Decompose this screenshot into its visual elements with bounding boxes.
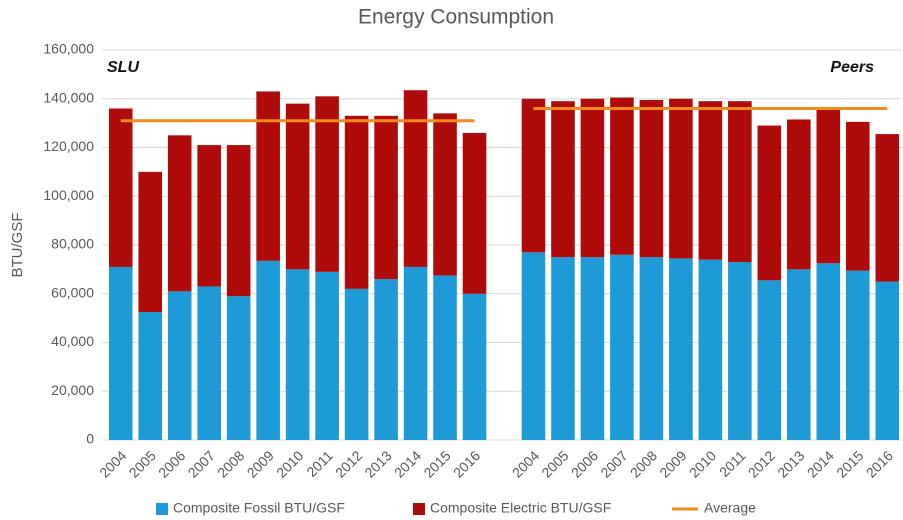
bar-segment [167, 135, 192, 292]
x-tick-label: 2009 [244, 447, 277, 480]
x-tick-label: 2012 [332, 447, 365, 480]
bar-segment [698, 101, 723, 260]
bar-segment [138, 312, 163, 440]
bar-segment [845, 121, 870, 271]
bar-segment [669, 98, 693, 259]
bar-segment [816, 109, 841, 264]
bar-segment [757, 280, 782, 440]
x-tick-label: 2007 [597, 447, 630, 480]
bar-segment [226, 145, 251, 297]
bar-segment [728, 262, 752, 440]
x-tick-label: 2015 [420, 447, 453, 480]
bar-segment [167, 291, 192, 440]
x-tick-label: 2014 [804, 447, 837, 480]
bar-segment [875, 281, 900, 440]
bar-segment [285, 269, 310, 440]
bar-segment [462, 132, 487, 294]
x-tick-label: 2006 [568, 447, 601, 480]
bar-segment [521, 252, 546, 440]
bar-segment [256, 91, 280, 261]
bar-segment [639, 257, 664, 440]
legend-swatch [156, 503, 168, 515]
bar-segment [580, 98, 605, 258]
x-tick-label: 2012 [745, 447, 778, 480]
x-tick-label: 2007 [185, 447, 218, 480]
x-tick-label: 2010 [273, 447, 306, 480]
legend-swatch [413, 503, 425, 515]
group-label: SLU [107, 59, 139, 76]
bar-segment [669, 258, 693, 440]
x-tick-label: 2011 [716, 447, 749, 480]
x-tick-label: 2016 [450, 447, 483, 480]
legend-label: Composite Electric BTU/GSF [430, 500, 611, 516]
bar-segment [374, 115, 398, 280]
bar-segment [226, 296, 251, 440]
y-tick-label: 80,000 [51, 236, 94, 252]
y-tick-label: 40,000 [51, 333, 94, 349]
bar-segment [433, 113, 457, 276]
bar-segment [197, 145, 221, 287]
bar-segment [610, 254, 634, 440]
y-axis-label: BTU/GSF [9, 212, 26, 277]
legend-label: Average [704, 500, 756, 516]
bar-segment [138, 171, 163, 313]
bar-segment [551, 257, 575, 440]
bar-segment [433, 275, 457, 440]
x-tick-label: 2005 [538, 447, 571, 480]
bar-segment [315, 96, 339, 272]
x-tick-label: 2005 [126, 447, 159, 480]
group-label: Peers [830, 59, 874, 76]
bar-segment [787, 269, 811, 440]
bar-segment [256, 260, 280, 440]
x-tick-label: 2013 [361, 447, 394, 480]
bar-segment [197, 286, 221, 440]
x-tick-label: 2004 [509, 447, 542, 480]
x-tick-label: 2004 [96, 447, 129, 480]
bar-segment [374, 279, 398, 440]
bar-segment [875, 134, 900, 282]
x-tick-label: 2014 [391, 447, 424, 480]
bar-segment [698, 259, 723, 440]
x-tick-label: 2015 [833, 447, 866, 480]
bar-segment [108, 108, 133, 267]
y-tick-label: 160,000 [43, 41, 94, 57]
y-tick-label: 120,000 [43, 138, 94, 154]
bar-segment [403, 266, 428, 440]
x-tick-label: 2010 [686, 447, 719, 480]
legend-label: Composite Fossil BTU/GSF [173, 500, 345, 516]
bar-segment [108, 266, 133, 440]
x-tick-label: 2011 [303, 447, 336, 480]
x-tick-label: 2016 [863, 447, 896, 480]
bar-segment [816, 263, 841, 440]
bar-segment [403, 90, 428, 267]
bar-segment [610, 97, 634, 255]
bar-segment [344, 288, 369, 440]
average-line [120, 107, 888, 123]
bar-segment [344, 115, 369, 289]
x-tick-label: 2013 [774, 447, 807, 480]
bar-segment [580, 257, 605, 440]
x-tick-label: 2009 [656, 447, 689, 480]
y-tick-label: 20,000 [51, 382, 94, 398]
bar-segment [757, 125, 782, 281]
x-tick-label: 2008 [627, 447, 660, 480]
bar-segment [845, 270, 870, 440]
chart-title: Energy Consumption [358, 6, 554, 29]
bar-segment [787, 119, 811, 270]
bar-segment [285, 103, 310, 270]
y-tick-label: 0 [86, 431, 94, 447]
bar-segment [551, 101, 575, 258]
bar-segment [728, 101, 752, 263]
bar-segment [462, 293, 487, 440]
bar-segment [521, 98, 546, 253]
x-tick-label: 2006 [155, 447, 188, 480]
bar-segment [639, 99, 664, 258]
x-tick-label: 2008 [214, 447, 247, 480]
bar-segment [315, 271, 339, 440]
y-tick-label: 100,000 [43, 187, 94, 203]
y-tick-label: 140,000 [43, 89, 94, 105]
y-tick-label: 60,000 [51, 284, 94, 300]
